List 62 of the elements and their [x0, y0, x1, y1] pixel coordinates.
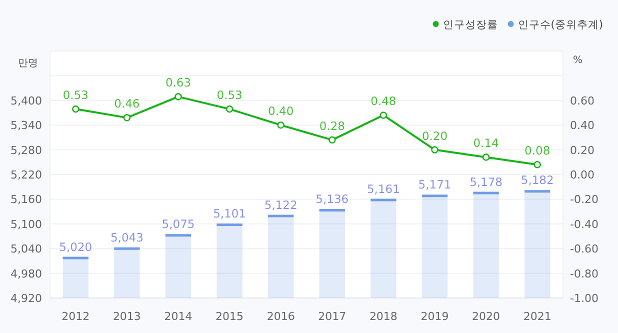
- data-label: 0.46: [114, 96, 140, 111]
- data-label: 5,122: [264, 198, 298, 212]
- y2-tick-label: -0.80: [570, 267, 598, 280]
- data-label: 0.08: [524, 144, 550, 158]
- y-tick-label: 5,100: [10, 218, 42, 231]
- x-tick-label: 2013: [112, 310, 141, 323]
- data-label: 5,178: [470, 174, 503, 189]
- point: [277, 121, 284, 129]
- x-tick-label: 2018: [369, 310, 398, 323]
- y-tick-label: 5,280: [10, 144, 42, 157]
- y-tick-label: 5,160: [10, 193, 42, 206]
- data-label: 5,043: [110, 230, 144, 244]
- point: [174, 93, 182, 100]
- x-tick-label: 2017: [318, 310, 346, 323]
- point: [123, 114, 131, 122]
- legend-label: 인구수(중위추계): [518, 19, 603, 31]
- y2-tick-label: -0.60: [570, 242, 598, 256]
- x-tick-label: 2019: [420, 310, 449, 323]
- data-label: 0.63: [165, 76, 192, 90]
- data-label: 5,171: [418, 178, 452, 192]
- data-label: 5,136: [316, 192, 349, 206]
- y2-tick-label: 0.00: [570, 168, 594, 182]
- data-label: 0.40: [268, 104, 294, 118]
- data-label: 0.20: [422, 128, 448, 143]
- data-label: 5,182: [520, 173, 554, 188]
- x-tick-label: 2021: [523, 310, 552, 323]
- y2-tick-label: -0.40: [570, 218, 598, 231]
- x-tick-label: 2014: [164, 310, 192, 323]
- point: [226, 105, 234, 113]
- y-tick-label: 5,400: [10, 94, 42, 108]
- point: [534, 160, 541, 168]
- y-tick-label: 4,920: [10, 292, 42, 305]
- data-label: 5,075: [162, 217, 195, 232]
- y2-tick-label: 0.60: [570, 94, 594, 108]
- y2-tick-label: -0.20: [570, 193, 598, 206]
- data-label: 5,101: [213, 206, 246, 220]
- point: [72, 105, 80, 113]
- y2-tick-label: -1.00: [570, 292, 598, 305]
- data-label: 5,020: [59, 240, 92, 254]
- y-tick-label: 5,220: [10, 168, 42, 182]
- point: [482, 154, 490, 161]
- data-label: 0.53: [62, 88, 88, 102]
- y2-tick-label: 0.40: [570, 119, 594, 132]
- data-label: 0.48: [370, 94, 396, 108]
- data-label: 0.14: [473, 136, 499, 150]
- y-tick-label: 5,340: [10, 119, 42, 132]
- data-label: 5,161: [366, 182, 400, 196]
- legend-label: 인구성장률: [442, 19, 498, 31]
- x-tick-label: 2015: [216, 310, 244, 323]
- point: [380, 112, 388, 119]
- y-tick-label: 4,980: [10, 267, 42, 280]
- point: [328, 136, 336, 144]
- data-label: 0.53: [216, 88, 242, 102]
- x-tick-label: 2016: [266, 310, 295, 323]
- y-axis-title: 만명: [18, 58, 38, 69]
- point: [431, 146, 438, 154]
- data-label: 0.28: [319, 118, 345, 133]
- y2-axis-title: %: [573, 55, 583, 66]
- y-tick-label: 5,040: [10, 242, 42, 256]
- x-tick-label: 2020: [472, 310, 500, 323]
- y2-tick-label: 0.20: [570, 144, 594, 157]
- x-tick-label: 2012: [62, 310, 90, 323]
